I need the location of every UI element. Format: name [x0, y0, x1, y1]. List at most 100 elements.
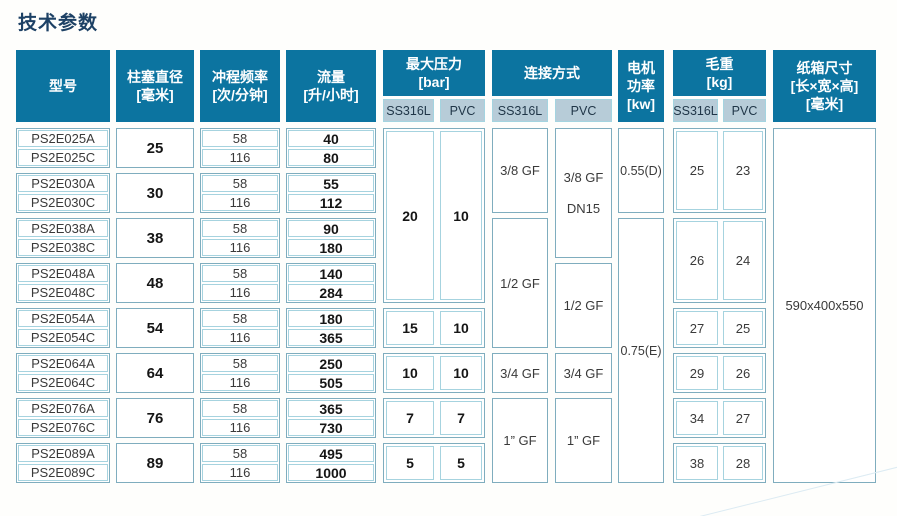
frequency-cell: 58 — [202, 400, 278, 417]
diameter-cell: 76 — [116, 398, 194, 438]
header-unit: [长×宽×高] — [790, 77, 859, 94]
weight-pvc-cell: 26 — [723, 356, 763, 390]
subheader-pressure-ss316l: SS316L — [383, 99, 434, 122]
header-model: 型号 — [16, 50, 110, 122]
diameter-cell: 48 — [116, 263, 194, 303]
diameter-cell: 30 — [116, 173, 194, 213]
frequency-cell: 116 — [202, 464, 278, 481]
subheader-weight-ss316l: SS316L — [673, 99, 718, 122]
pressure-pvc-cell: 10 — [440, 131, 482, 300]
flow-cell: 505 — [288, 374, 374, 391]
model-cell: PS2E089A — [18, 445, 108, 462]
header-label: 型号 — [49, 77, 77, 94]
frequency-cell: 58 — [202, 175, 278, 192]
frequency-cell: 58 — [202, 355, 278, 372]
header-flow: 流量 [升/小时] — [286, 50, 376, 122]
connection-ss316l-cell: 1” GF — [492, 398, 548, 483]
frequency-cell: 116 — [202, 284, 278, 301]
header-label: 冲程频率 — [212, 68, 268, 85]
diameter-cell: 38 — [116, 218, 194, 258]
flow-cell: 90 — [288, 220, 374, 237]
model-cell: PS2E048A — [18, 265, 108, 282]
diameter-cell: 25 — [116, 128, 194, 168]
model-cell: PS2E089C — [18, 464, 108, 481]
model-cell: PS2E076A — [18, 400, 108, 417]
weight-pvc-cell: 24 — [723, 221, 763, 300]
model-cell: PS2E054C — [18, 329, 108, 346]
subheader-pressure-pvc: PVC — [440, 99, 485, 122]
frequency-cell: 116 — [202, 374, 278, 391]
flow-cell: 140 — [288, 265, 374, 282]
pressure-ss316l-cell: 20 — [386, 131, 434, 300]
diameter-cell: 89 — [116, 443, 194, 483]
header-frequency: 冲程频率 [次/分钟] — [200, 50, 280, 122]
connection-line: DN15 — [566, 201, 601, 216]
pressure-pvc-cell: 5 — [440, 446, 482, 480]
frequency-cell: 116 — [202, 194, 278, 211]
pressure-ss316l-cell: 7 — [386, 401, 434, 435]
subheader-connection-pvc: PVC — [555, 99, 612, 122]
frequency-cell: 58 — [202, 265, 278, 282]
motor-power-cell: 0.75(E) — [618, 218, 664, 483]
frequency-cell: 58 — [202, 445, 278, 462]
weight-pvc-cell: 27 — [723, 401, 763, 435]
flow-cell: 284 — [288, 284, 374, 301]
header-unit: [kg] — [706, 74, 733, 90]
frequency-cell: 58 — [202, 130, 278, 147]
frequency-cell: 58 — [202, 220, 278, 237]
header-label: 功率 — [627, 77, 655, 94]
weight-ss316l-cell: 27 — [676, 311, 718, 345]
model-cell: PS2E038C — [18, 239, 108, 256]
frequency-cell: 58 — [202, 310, 278, 327]
connection-pvc-cell: 3/8 GF DN15 — [555, 128, 612, 258]
carton-size-cell: 590x400x550 — [773, 128, 876, 483]
model-cell: PS2E064C — [18, 374, 108, 391]
header-diameter: 柱塞直径 [毫米] — [116, 50, 194, 122]
weight-ss316l-cell: 25 — [676, 131, 718, 210]
page-title: 技术参数 — [18, 13, 99, 34]
frequency-cell: 116 — [202, 149, 278, 166]
frequency-cell: 116 — [202, 329, 278, 346]
connection-line: 3/8 GF — [563, 170, 604, 185]
header-label: 最大压力 — [406, 55, 462, 72]
flow-cell: 730 — [288, 419, 374, 436]
frequency-cell: 116 — [202, 239, 278, 256]
connection-ss316l-cell: 3/4 GF — [492, 353, 548, 393]
model-cell: PS2E030A — [18, 175, 108, 192]
subheader-weight-pvc: PVC — [723, 99, 766, 122]
header-label: 流量 — [317, 68, 345, 85]
flow-cell: 180 — [288, 310, 374, 327]
header-unit: [毫米] — [805, 96, 844, 113]
connection-pvc-cell: 3/4 GF — [555, 353, 612, 393]
connection-ss316l-cell: 1/2 GF — [492, 218, 548, 348]
weight-pvc-cell: 23 — [723, 131, 763, 210]
model-cell: PS2E025A — [18, 130, 108, 147]
pressure-pvc-cell: 7 — [440, 401, 482, 435]
connection-pvc-cell: 1/2 GF — [555, 263, 612, 348]
header-unit: [次/分钟] — [212, 87, 268, 103]
flow-cell: 495 — [288, 445, 374, 462]
model-cell: PS2E038A — [18, 220, 108, 237]
header-unit: [升/小时] — [303, 87, 359, 103]
model-cell: PS2E054A — [18, 310, 108, 327]
weight-ss316l-cell: 38 — [676, 446, 718, 480]
weight-pvc-cell: 25 — [723, 311, 763, 345]
diameter-cell: 64 — [116, 353, 194, 393]
flow-cell: 365 — [288, 400, 374, 417]
header-label: 柱塞直径 — [127, 68, 183, 85]
model-cell: PS2E064A — [18, 355, 108, 372]
model-cell: PS2E025C — [18, 149, 108, 166]
flow-cell: 250 — [288, 355, 374, 372]
subheader-connection-ss316l: SS316L — [492, 99, 548, 122]
flow-cell: 180 — [288, 239, 374, 256]
header-carton: 纸箱尺寸 [长×宽×高] [毫米] — [773, 50, 876, 122]
header-unit: [bar] — [418, 74, 450, 90]
diameter-cell: 54 — [116, 308, 194, 348]
pressure-pvc-cell: 10 — [440, 311, 482, 345]
weight-ss316l-cell: 29 — [676, 356, 718, 390]
weight-ss316l-cell: 34 — [676, 401, 718, 435]
flow-cell: 55 — [288, 175, 374, 192]
header-connection: 连接方式 — [492, 50, 612, 96]
header-label: 纸箱尺寸 — [796, 59, 853, 76]
